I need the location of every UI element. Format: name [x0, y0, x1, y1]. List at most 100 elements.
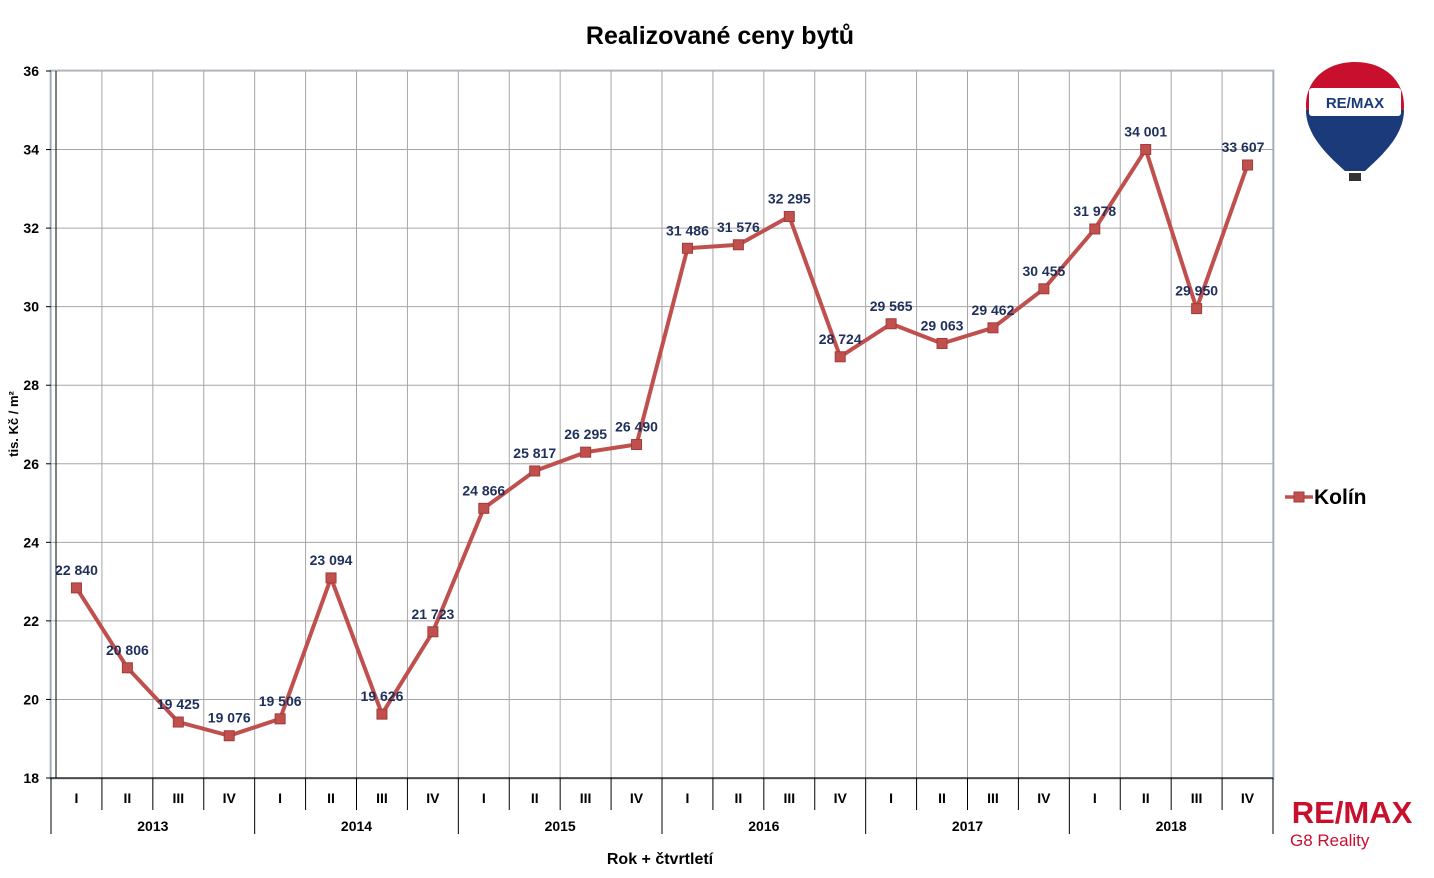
year-label: 2018 [1156, 818, 1187, 834]
data-point [987, 322, 999, 334]
data-label: 20 806 [106, 642, 149, 658]
year-label: 2017 [952, 818, 983, 834]
data-point [681, 242, 693, 254]
x-tick-label: III [580, 790, 592, 806]
data-label: 32 295 [768, 191, 811, 207]
data-label: 29 462 [972, 302, 1015, 318]
data-point [70, 582, 82, 594]
data-point [121, 662, 133, 674]
x-tick-label: II [1142, 790, 1150, 806]
data-label: 21 723 [411, 606, 454, 622]
data-point [325, 572, 337, 584]
balloon-basket [1349, 173, 1361, 181]
data-point [1038, 283, 1050, 295]
logo-text: RE/MAX [1292, 795, 1413, 830]
legend-marker [1293, 491, 1305, 503]
x-tick-label: IV [1241, 790, 1255, 806]
remax-logo: RE/MAX G8 Reality [1290, 795, 1413, 850]
data-point [478, 502, 490, 514]
legend: Kolín [1285, 486, 1367, 509]
data-point [427, 626, 439, 638]
y-tick-label: 36 [23, 63, 39, 79]
y-tick-label: 28 [23, 377, 39, 393]
data-label: 19 626 [361, 688, 404, 704]
data-point [631, 439, 643, 451]
y-tick-label: 24 [23, 534, 39, 550]
data-label: 28 724 [819, 331, 862, 347]
x-tick-label: III [987, 790, 999, 806]
x-tick-label: II [327, 790, 335, 806]
data-point [1242, 159, 1254, 171]
data-label: 19 425 [157, 696, 200, 712]
y-tick-label: 20 [23, 691, 39, 707]
x-tick-label: II [123, 790, 131, 806]
data-label: 23 094 [310, 552, 353, 568]
x-tick-label: IV [426, 790, 440, 806]
balloon-bottom [1306, 110, 1404, 171]
data-label: 22 840 [55, 562, 98, 578]
x-tick-label: III [1191, 790, 1203, 806]
x-tick-label: IV [630, 790, 644, 806]
series-kolin: 22 840 20 806 19 425 19 076 19 506 23 094 19 6… [55, 124, 1265, 742]
x-tick-label: III [172, 790, 184, 806]
y-tick-label: 30 [23, 299, 39, 315]
data-label: 19 076 [208, 710, 251, 726]
y-tick-label: 22 [23, 613, 39, 629]
balloon-logo-text: RE/MAX [1326, 95, 1384, 112]
year-label: 2013 [137, 818, 168, 834]
data-label: 34 001 [1124, 124, 1167, 140]
balloon-band [1309, 88, 1401, 116]
y-tick-label: 34 [23, 142, 39, 158]
series-line [74, 147, 1250, 738]
data-point [885, 318, 897, 330]
x-axis: I II III IV I II III IV I II III IV I II III IV I II III IV… [50, 777, 1274, 834]
x-tick-label: I [75, 790, 79, 806]
data-label: 31 486 [666, 222, 709, 238]
data-point [936, 337, 948, 349]
data-point [1191, 303, 1203, 315]
x-tick-label: I [889, 790, 893, 806]
x-tick-label: IV [223, 790, 237, 806]
data-point [223, 730, 235, 742]
x-tick-label: II [531, 790, 539, 806]
x-tick-label: III [783, 790, 795, 806]
x-tick-label: I [686, 790, 690, 806]
data-label: 19 506 [259, 693, 302, 709]
data-label: 33 607 [1222, 139, 1265, 155]
year-label: 2016 [748, 818, 779, 834]
data-label: 24 866 [462, 482, 505, 498]
y-axis-ticks: 18 20 22 24 26 28 30 32 34 36 [23, 63, 57, 786]
data-point [172, 716, 184, 728]
chart-title: Realizované ceny bytů [586, 22, 854, 50]
remax-balloon-logo: RE/MAX [1306, 62, 1404, 181]
data-label: 30 455 [1022, 263, 1065, 279]
data-label: 29 565 [870, 298, 913, 314]
data-point [834, 351, 846, 363]
data-label: 26 490 [615, 419, 658, 435]
data-point [274, 713, 286, 725]
x-tick-label: I [1093, 790, 1097, 806]
year-label: 2014 [341, 818, 372, 834]
data-label: 29 063 [921, 317, 964, 333]
x-tick-label: I [482, 790, 486, 806]
x-tick-label: IV [834, 790, 848, 806]
y-tick-label: 18 [23, 770, 39, 786]
logo-subtext: G8 Reality [1290, 831, 1370, 850]
y-tick-label: 32 [23, 220, 39, 236]
data-label: 25 817 [513, 445, 556, 461]
x-tick-label: III [376, 790, 388, 806]
year-label: 2015 [545, 818, 576, 834]
data-point [783, 211, 795, 223]
data-point [1140, 144, 1152, 156]
x-tick-label: IV [1037, 790, 1051, 806]
data-point [732, 239, 744, 251]
data-label: 29 950 [1175, 283, 1218, 299]
data-label: 26 295 [564, 426, 607, 442]
data-point [376, 708, 388, 720]
data-point [529, 465, 541, 477]
data-point [1089, 223, 1101, 235]
data-label: 31 576 [717, 219, 760, 235]
x-axis-title: Rok + čtvrtletí [607, 851, 714, 868]
x-tick-label: II [734, 790, 742, 806]
